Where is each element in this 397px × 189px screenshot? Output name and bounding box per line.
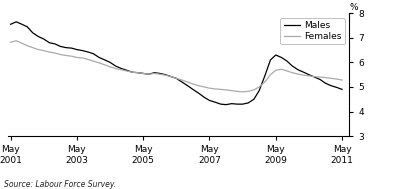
Females (240, 91, 245, 93)
Legend: Males, Females: Males, Females (280, 18, 345, 44)
Males (130, 71, 135, 73)
Males (213, 101, 218, 103)
Females (8, 41, 13, 43)
Males (340, 88, 345, 91)
Males (91, 53, 96, 55)
Males (191, 88, 195, 91)
Females (191, 83, 195, 85)
Males (14, 21, 19, 23)
Females (14, 40, 19, 42)
Females (306, 75, 311, 77)
Males (224, 104, 228, 106)
Males (8, 23, 13, 25)
Line: Males: Males (11, 22, 342, 105)
Females (80, 57, 85, 59)
Females (340, 79, 345, 81)
Line: Females: Females (11, 41, 342, 92)
Males (306, 74, 311, 76)
Text: %: % (349, 3, 358, 12)
Females (213, 88, 218, 90)
Males (80, 50, 85, 52)
Females (91, 60, 96, 62)
Females (130, 71, 135, 73)
Text: Source: Labour Force Survey.: Source: Labour Force Survey. (4, 180, 116, 189)
